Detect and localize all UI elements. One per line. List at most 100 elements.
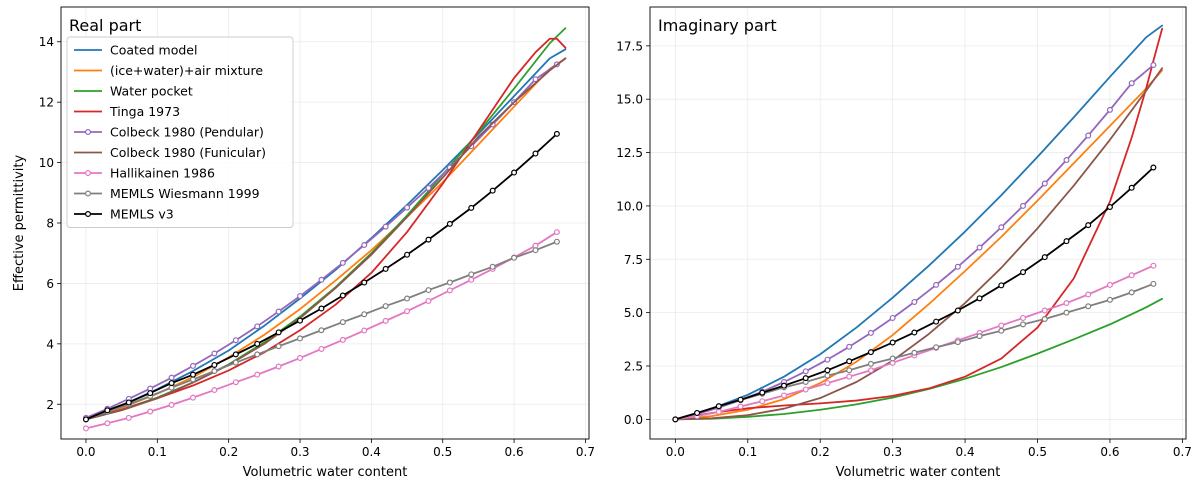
series-4-point	[998, 224, 1005, 231]
y-tick-label: 12.5	[616, 146, 643, 160]
series-8-point	[147, 390, 154, 397]
series-6-point	[125, 414, 132, 421]
panel-title: Imaginary part	[658, 16, 777, 35]
series-4-point	[382, 223, 389, 230]
series-6-point	[553, 229, 560, 236]
series-8-point	[694, 409, 701, 416]
series-6-point	[998, 322, 1005, 329]
x-tick-label: 0.3	[883, 445, 902, 459]
series-7-point	[382, 303, 389, 310]
series-7-point	[998, 327, 1005, 334]
legend-label: MEMLS v3	[110, 207, 174, 222]
legend-label: Colbeck 1980 (Pendular)	[110, 125, 264, 140]
series-6-point	[1041, 307, 1048, 314]
legend-entry: Colbeck 1980 (Funicular)	[74, 145, 266, 160]
series-7-point	[446, 279, 453, 286]
series-4-point	[1085, 132, 1092, 139]
series-4-point	[846, 343, 853, 350]
y-tick-label: 2.5	[624, 360, 643, 374]
series-7-point	[511, 254, 518, 261]
series-4-point	[297, 293, 304, 300]
series-4-point	[911, 298, 918, 305]
series-4-point	[318, 276, 325, 283]
series-8-point	[824, 367, 831, 374]
legend-entry: MEMLS v3	[74, 207, 174, 222]
series-6-point	[361, 327, 368, 334]
plot-area	[672, 24, 1163, 423]
series-4-point	[211, 350, 218, 357]
series-6-line	[674, 264, 1155, 421]
series-6-point	[846, 373, 853, 380]
legend-marker	[84, 211, 91, 218]
series-4-point	[275, 308, 282, 315]
series-4-point	[976, 244, 983, 251]
series-8-point	[1020, 269, 1027, 276]
series-7-point	[425, 287, 432, 294]
series-1-line	[674, 69, 1163, 421]
series-4-point	[1041, 180, 1048, 187]
series-8-point	[1041, 254, 1048, 261]
series-7-point	[976, 333, 983, 340]
series-7-point	[339, 319, 346, 326]
series-6-point	[1085, 291, 1092, 298]
series-4-point	[933, 281, 940, 288]
x-tick-label: 0.6	[1100, 445, 1119, 459]
series-7-point	[1020, 321, 1027, 328]
series-4-point	[1128, 80, 1135, 87]
legend-entry: (ice+water)+air mixture	[74, 63, 263, 78]
series-7-point	[532, 247, 539, 254]
series-4-point	[1020, 202, 1027, 209]
series-6-point	[802, 386, 809, 393]
y-tick-label: 0.0	[624, 413, 643, 427]
series-8-point	[125, 399, 132, 406]
series-6-point	[1128, 272, 1135, 279]
series-6-point	[425, 297, 432, 304]
series-8-point	[553, 130, 560, 137]
y-tick-label: 14	[39, 35, 54, 49]
series-8-point	[232, 351, 239, 358]
series-6-point	[318, 345, 325, 352]
series-8-point	[802, 375, 809, 382]
legend-label: MEMLS Wiesmann 1999	[110, 186, 260, 201]
axes-frame	[649, 6, 1187, 440]
x-tick-label: 0.0	[76, 445, 95, 459]
x-tick-label: 0.5	[433, 445, 452, 459]
series-3-line	[85, 37, 567, 421]
series-8-point	[998, 282, 1005, 289]
series-6-point	[1063, 300, 1070, 307]
series-8-point	[382, 265, 389, 272]
series-4-point	[339, 259, 346, 266]
series-8-point	[82, 416, 89, 423]
series-7-point	[489, 263, 496, 270]
series-8-point	[168, 380, 175, 387]
series-7-point	[275, 343, 282, 350]
series-8-point	[446, 220, 453, 227]
series-3-line	[674, 27, 1163, 421]
series-6-point	[404, 308, 411, 315]
series-8-point	[889, 339, 896, 346]
series-7-point	[254, 351, 261, 358]
series-8-point	[976, 295, 983, 302]
series-7-point	[297, 335, 304, 342]
series-6-point	[468, 276, 475, 283]
series-8-point	[511, 169, 518, 176]
x-tick-label: 0.1	[738, 445, 757, 459]
series-2-line	[674, 297, 1163, 421]
series-8-point	[404, 251, 411, 258]
series-6-point	[104, 420, 111, 427]
series-7-point	[468, 271, 475, 278]
series-4-point	[532, 76, 539, 83]
series-8-line	[674, 166, 1155, 421]
y-tick-label: 4	[46, 337, 54, 351]
legend-marker	[84, 170, 91, 177]
series-8-point	[1085, 222, 1092, 229]
series-8-point	[489, 187, 496, 194]
series-4-point	[1150, 62, 1157, 69]
series-5-line	[85, 57, 567, 421]
series-4-point	[168, 374, 175, 381]
series-8-point	[1063, 238, 1070, 245]
series-6-point	[232, 379, 239, 386]
series-7-point	[1128, 289, 1135, 296]
series-8-point	[297, 317, 304, 324]
series-4-point	[190, 362, 197, 369]
